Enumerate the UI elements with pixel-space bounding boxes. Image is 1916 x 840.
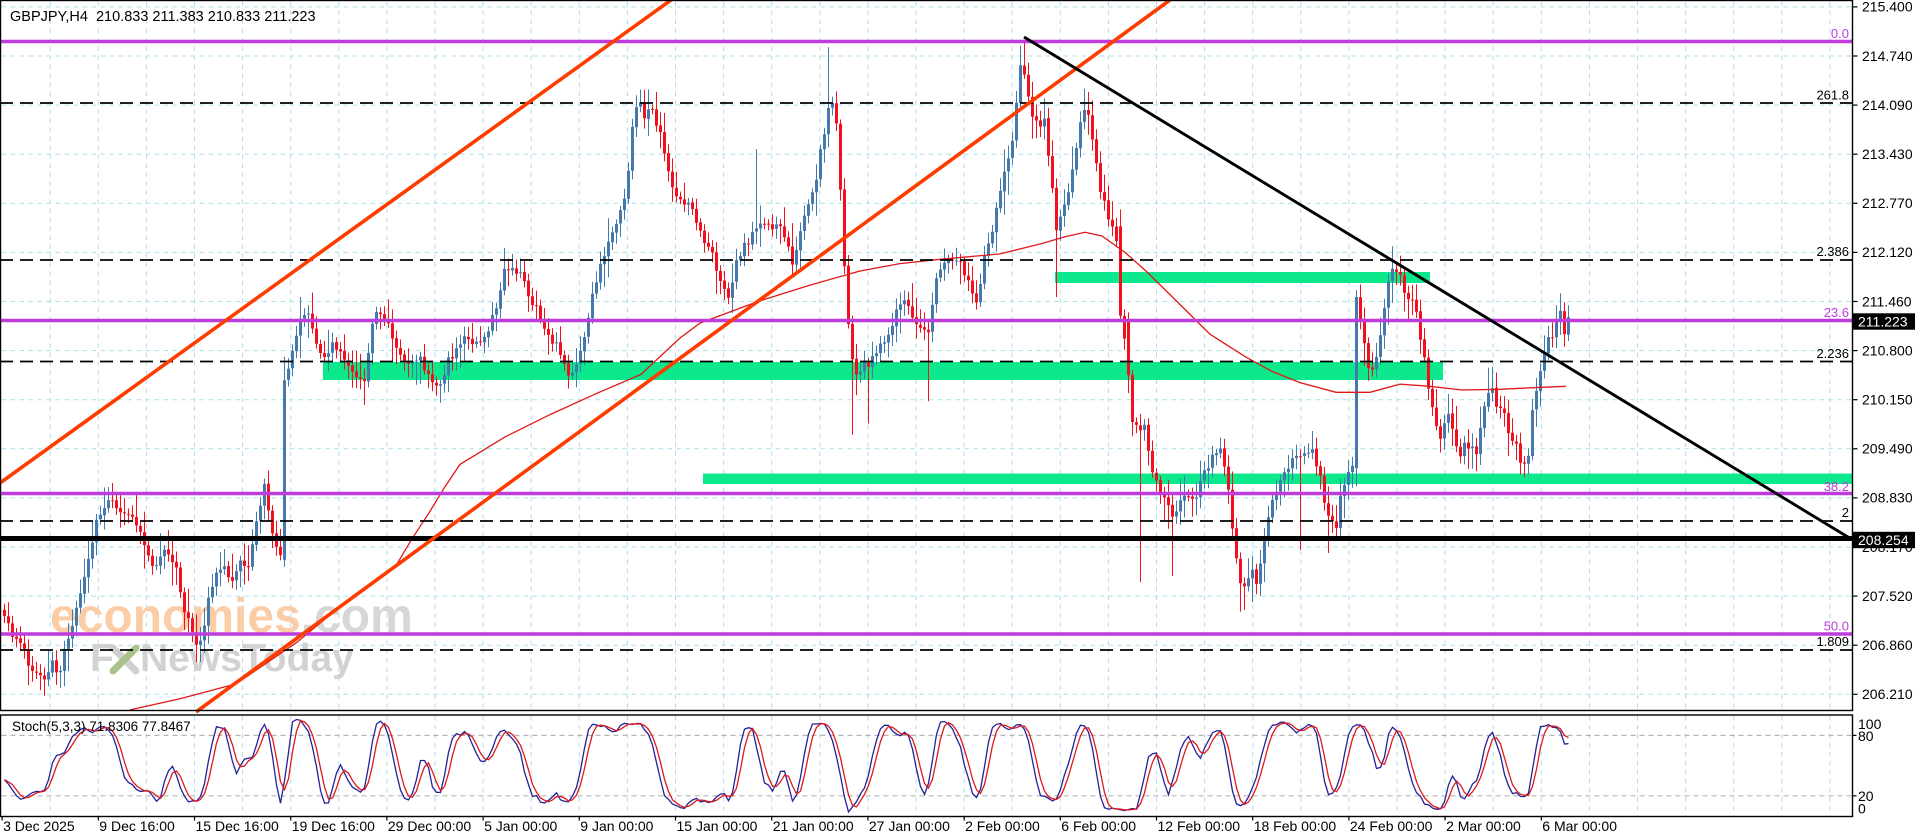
svg-text:211.223: 211.223 — [1858, 313, 1908, 329]
svg-text:212.770: 212.770 — [1862, 195, 1913, 211]
svg-text:100: 100 — [1858, 716, 1882, 732]
svg-text:23.6: 23.6 — [1824, 305, 1849, 320]
svg-text:9 Dec 16:00: 9 Dec 16:00 — [99, 818, 175, 834]
svg-text:214.090: 214.090 — [1862, 97, 1913, 113]
svg-text:208.830: 208.830 — [1862, 490, 1913, 506]
svg-text:6 Feb 00:00: 6 Feb 00:00 — [1061, 818, 1136, 834]
svg-text:208.254: 208.254 — [1858, 532, 1909, 548]
svg-text:214.740: 214.740 — [1862, 48, 1913, 64]
svg-text:15 Dec 16:00: 15 Dec 16:00 — [196, 818, 279, 834]
svg-text:15 Jan 00:00: 15 Jan 00:00 — [677, 818, 758, 834]
svg-text:0.0: 0.0 — [1831, 26, 1849, 41]
svg-text:80: 80 — [1858, 728, 1874, 744]
svg-text:2 Feb 00:00: 2 Feb 00:00 — [965, 818, 1040, 834]
svg-text:Stoch(5,3,3) 71.8306 77.8467: Stoch(5,3,3) 71.8306 77.8467 — [12, 719, 191, 734]
svg-text:206.860: 206.860 — [1862, 637, 1913, 653]
svg-text:18 Feb 00:00: 18 Feb 00:00 — [1254, 818, 1337, 834]
svg-text:38.2: 38.2 — [1824, 479, 1849, 494]
svg-text:12 Feb 00:00: 12 Feb 00:00 — [1158, 818, 1241, 834]
svg-text:209.490: 209.490 — [1862, 441, 1913, 457]
svg-text:21 Jan 00:00: 21 Jan 00:00 — [773, 818, 854, 834]
svg-text:210.150: 210.150 — [1862, 392, 1913, 408]
svg-text:2 Mar 00:00: 2 Mar 00:00 — [1446, 818, 1521, 834]
svg-text:207.520: 207.520 — [1862, 588, 1913, 604]
svg-text:211.460: 211.460 — [1862, 293, 1912, 309]
svg-text:261.8: 261.8 — [1816, 88, 1849, 103]
svg-text:206.210: 206.210 — [1862, 686, 1913, 702]
svg-text:3 Dec 2025: 3 Dec 2025 — [3, 818, 75, 834]
svg-text:F: F — [90, 637, 114, 680]
svg-text:0: 0 — [1858, 800, 1866, 816]
svg-text:9 Jan 00:00: 9 Jan 00:00 — [580, 818, 653, 834]
svg-text:GBPJPY,H4 210.833 211.383 210: GBPJPY,H4 210.833 211.383 210.833 211.22… — [10, 9, 316, 25]
svg-text:27 Jan 00:00: 27 Jan 00:00 — [869, 818, 950, 834]
svg-text:210.800: 210.800 — [1862, 342, 1913, 358]
svg-text:213.430: 213.430 — [1862, 146, 1913, 162]
svg-text:2.236: 2.236 — [1816, 346, 1849, 361]
svg-text:5 Jan 00:00: 5 Jan 00:00 — [484, 818, 557, 834]
svg-text:20: 20 — [1858, 788, 1874, 804]
svg-text:212.120: 212.120 — [1862, 244, 1913, 260]
svg-text:24 Feb 00:00: 24 Feb 00:00 — [1350, 818, 1433, 834]
svg-text:2.386: 2.386 — [1816, 244, 1849, 259]
svg-text:29 Dec 00:00: 29 Dec 00:00 — [388, 818, 471, 834]
svg-text:6 Mar 00:00: 6 Mar 00:00 — [1542, 818, 1617, 834]
svg-text:215.400: 215.400 — [1862, 0, 1913, 15]
svg-text:1.809: 1.809 — [1816, 634, 1849, 649]
svg-text:2: 2 — [1842, 505, 1849, 520]
svg-text:19 Dec 16:00: 19 Dec 16:00 — [292, 818, 375, 834]
svg-text:50.0: 50.0 — [1824, 619, 1849, 634]
